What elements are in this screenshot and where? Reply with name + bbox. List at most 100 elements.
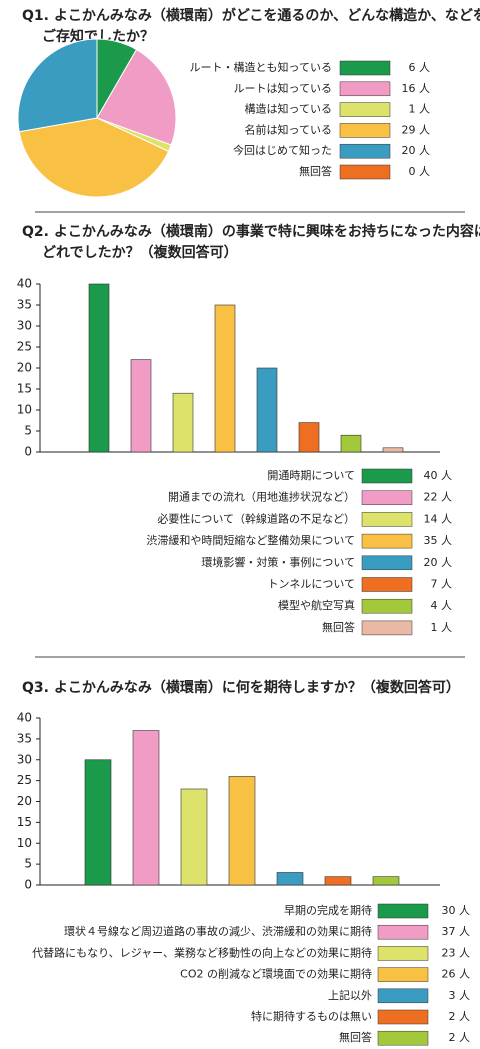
legend-label: 早期の完成を期待 (284, 903, 372, 917)
bar (228, 776, 256, 886)
y-tick-label: 25 (17, 773, 32, 787)
bar (372, 876, 400, 886)
legend-swatch (361, 555, 413, 571)
bar (256, 367, 278, 453)
y-tick-label: 20 (17, 794, 32, 808)
pie-slice (17, 38, 98, 133)
value-label: 6 人 (409, 61, 431, 74)
legend-label: 必要性について（幹線道路の不足など） (157, 511, 355, 525)
bar (382, 447, 404, 453)
legend-label: 環状４号線など周辺道路の事故の減少、渋滞緩和の効果に期待 (64, 924, 372, 938)
legend-swatch (361, 577, 413, 592)
bar (172, 392, 194, 453)
value-label: 2 人 (449, 1010, 471, 1023)
value-label: 1 人 (431, 621, 453, 634)
legend-swatch (339, 102, 391, 117)
bar (276, 872, 304, 886)
value-label: 20 人 (402, 144, 431, 157)
y-tick-label: 15 (17, 382, 32, 396)
pie-slice (18, 117, 170, 198)
y-tick-label: 5 (24, 857, 32, 871)
chart-title: ご存知でしたか？ (42, 28, 154, 45)
legend-label: 模型や航空写真 (278, 598, 355, 612)
value-label: 26 人 (442, 968, 471, 981)
value-label: 3 人 (449, 989, 471, 1002)
legend-swatch (339, 123, 391, 138)
legend-label: トンネルについて (268, 578, 355, 591)
y-tick-label: 10 (17, 836, 32, 850)
value-label: 29 人 (402, 123, 431, 136)
legend-swatch (361, 533, 413, 549)
value-label: 0 人 (409, 165, 431, 178)
legend-label: 代替路にもなり、レジャー、業務など移動性の向上などの効果に期待 (32, 945, 372, 959)
y-tick-label: 35 (17, 298, 32, 312)
y-tick-label: 0 (24, 445, 32, 459)
legend-label: 名前は知っている (245, 122, 332, 136)
chart-title: Q2. よこかんみなみ（横環南）の事業で特に興味をお持ちになった内容は (22, 223, 480, 240)
value-label: 40 人 (424, 469, 453, 482)
legend-label: ルートは知っている (234, 81, 332, 95)
value-label: 4 人 (431, 599, 453, 612)
legend-swatch (361, 512, 413, 527)
value-label: 37 人 (442, 925, 471, 938)
legend-label: CO2 の削減など環境面での効果に期待 (180, 967, 372, 981)
bar (132, 730, 160, 886)
legend-label: 特に期待するものは無い (251, 1009, 372, 1023)
y-tick-label: 5 (24, 424, 32, 438)
y-tick-label: 40 (17, 277, 32, 291)
legend-swatch (377, 946, 429, 961)
y-tick-label: 15 (17, 815, 32, 829)
chart-title: Q3. よこかんみなみ（横環南）に何を期待しますか？（複数回答可） (22, 679, 460, 696)
bar (84, 759, 112, 886)
value-label: 20 人 (424, 556, 453, 569)
y-tick-label: 20 (17, 361, 32, 375)
bar (214, 304, 236, 453)
y-tick-label: 35 (17, 731, 32, 745)
legend-swatch (377, 1030, 429, 1046)
legend-label: 無回答 (322, 620, 355, 634)
legend-label: 無回答 (339, 1030, 372, 1044)
bar (180, 788, 208, 886)
bar (88, 283, 110, 453)
y-tick-label: 40 (17, 711, 32, 725)
y-tick-label: 30 (17, 752, 32, 766)
value-label: 22 人 (424, 491, 453, 504)
bar (340, 434, 362, 453)
value-label: 1 人 (409, 103, 431, 116)
bar (324, 876, 352, 886)
legend-label: 今回はじめて知った (233, 143, 332, 157)
legend-label: 無回答 (299, 164, 332, 178)
legend-label: 上記以外 (328, 988, 372, 1002)
legend-swatch (339, 143, 391, 159)
legend-swatch (361, 468, 413, 484)
chart-title: Q1. よこかんみなみ（横環南）がどこを通るのか、どんな構造か、などを (22, 7, 480, 24)
legend-label: 開通時期について (267, 469, 355, 482)
bar (130, 359, 152, 453)
legend-swatch (377, 967, 429, 982)
value-label: 16 人 (402, 82, 431, 95)
y-tick-label: 25 (17, 340, 32, 354)
value-label: 35 人 (424, 534, 453, 547)
legend-label: 開通までの流れ（用地進捗状況など） (168, 490, 355, 504)
legend-swatch (361, 620, 413, 636)
legend-label: ルート・構造とも知っている (190, 60, 332, 74)
value-label: 7 人 (431, 578, 453, 591)
legend-swatch (377, 1009, 429, 1025)
legend-swatch (339, 81, 391, 97)
value-label: 2 人 (449, 1031, 471, 1044)
value-label: 30 人 (442, 904, 471, 917)
legend-swatch (361, 598, 413, 614)
pie-slice (96, 48, 177, 146)
value-label: 14 人 (424, 512, 453, 525)
y-tick-label: 0 (24, 878, 32, 892)
legend-label: 環境影響・対策・事例について (201, 555, 355, 569)
legend-swatch (339, 60, 391, 76)
legend-swatch (377, 988, 429, 1004)
bar (298, 422, 320, 453)
legend-swatch (339, 164, 391, 180)
legend-label: 渋滞緩和や時間短縮など整備効果について (146, 533, 355, 547)
legend-label: 構造は知っている (245, 102, 332, 116)
legend-swatch (377, 924, 429, 940)
legend-swatch (361, 490, 413, 505)
